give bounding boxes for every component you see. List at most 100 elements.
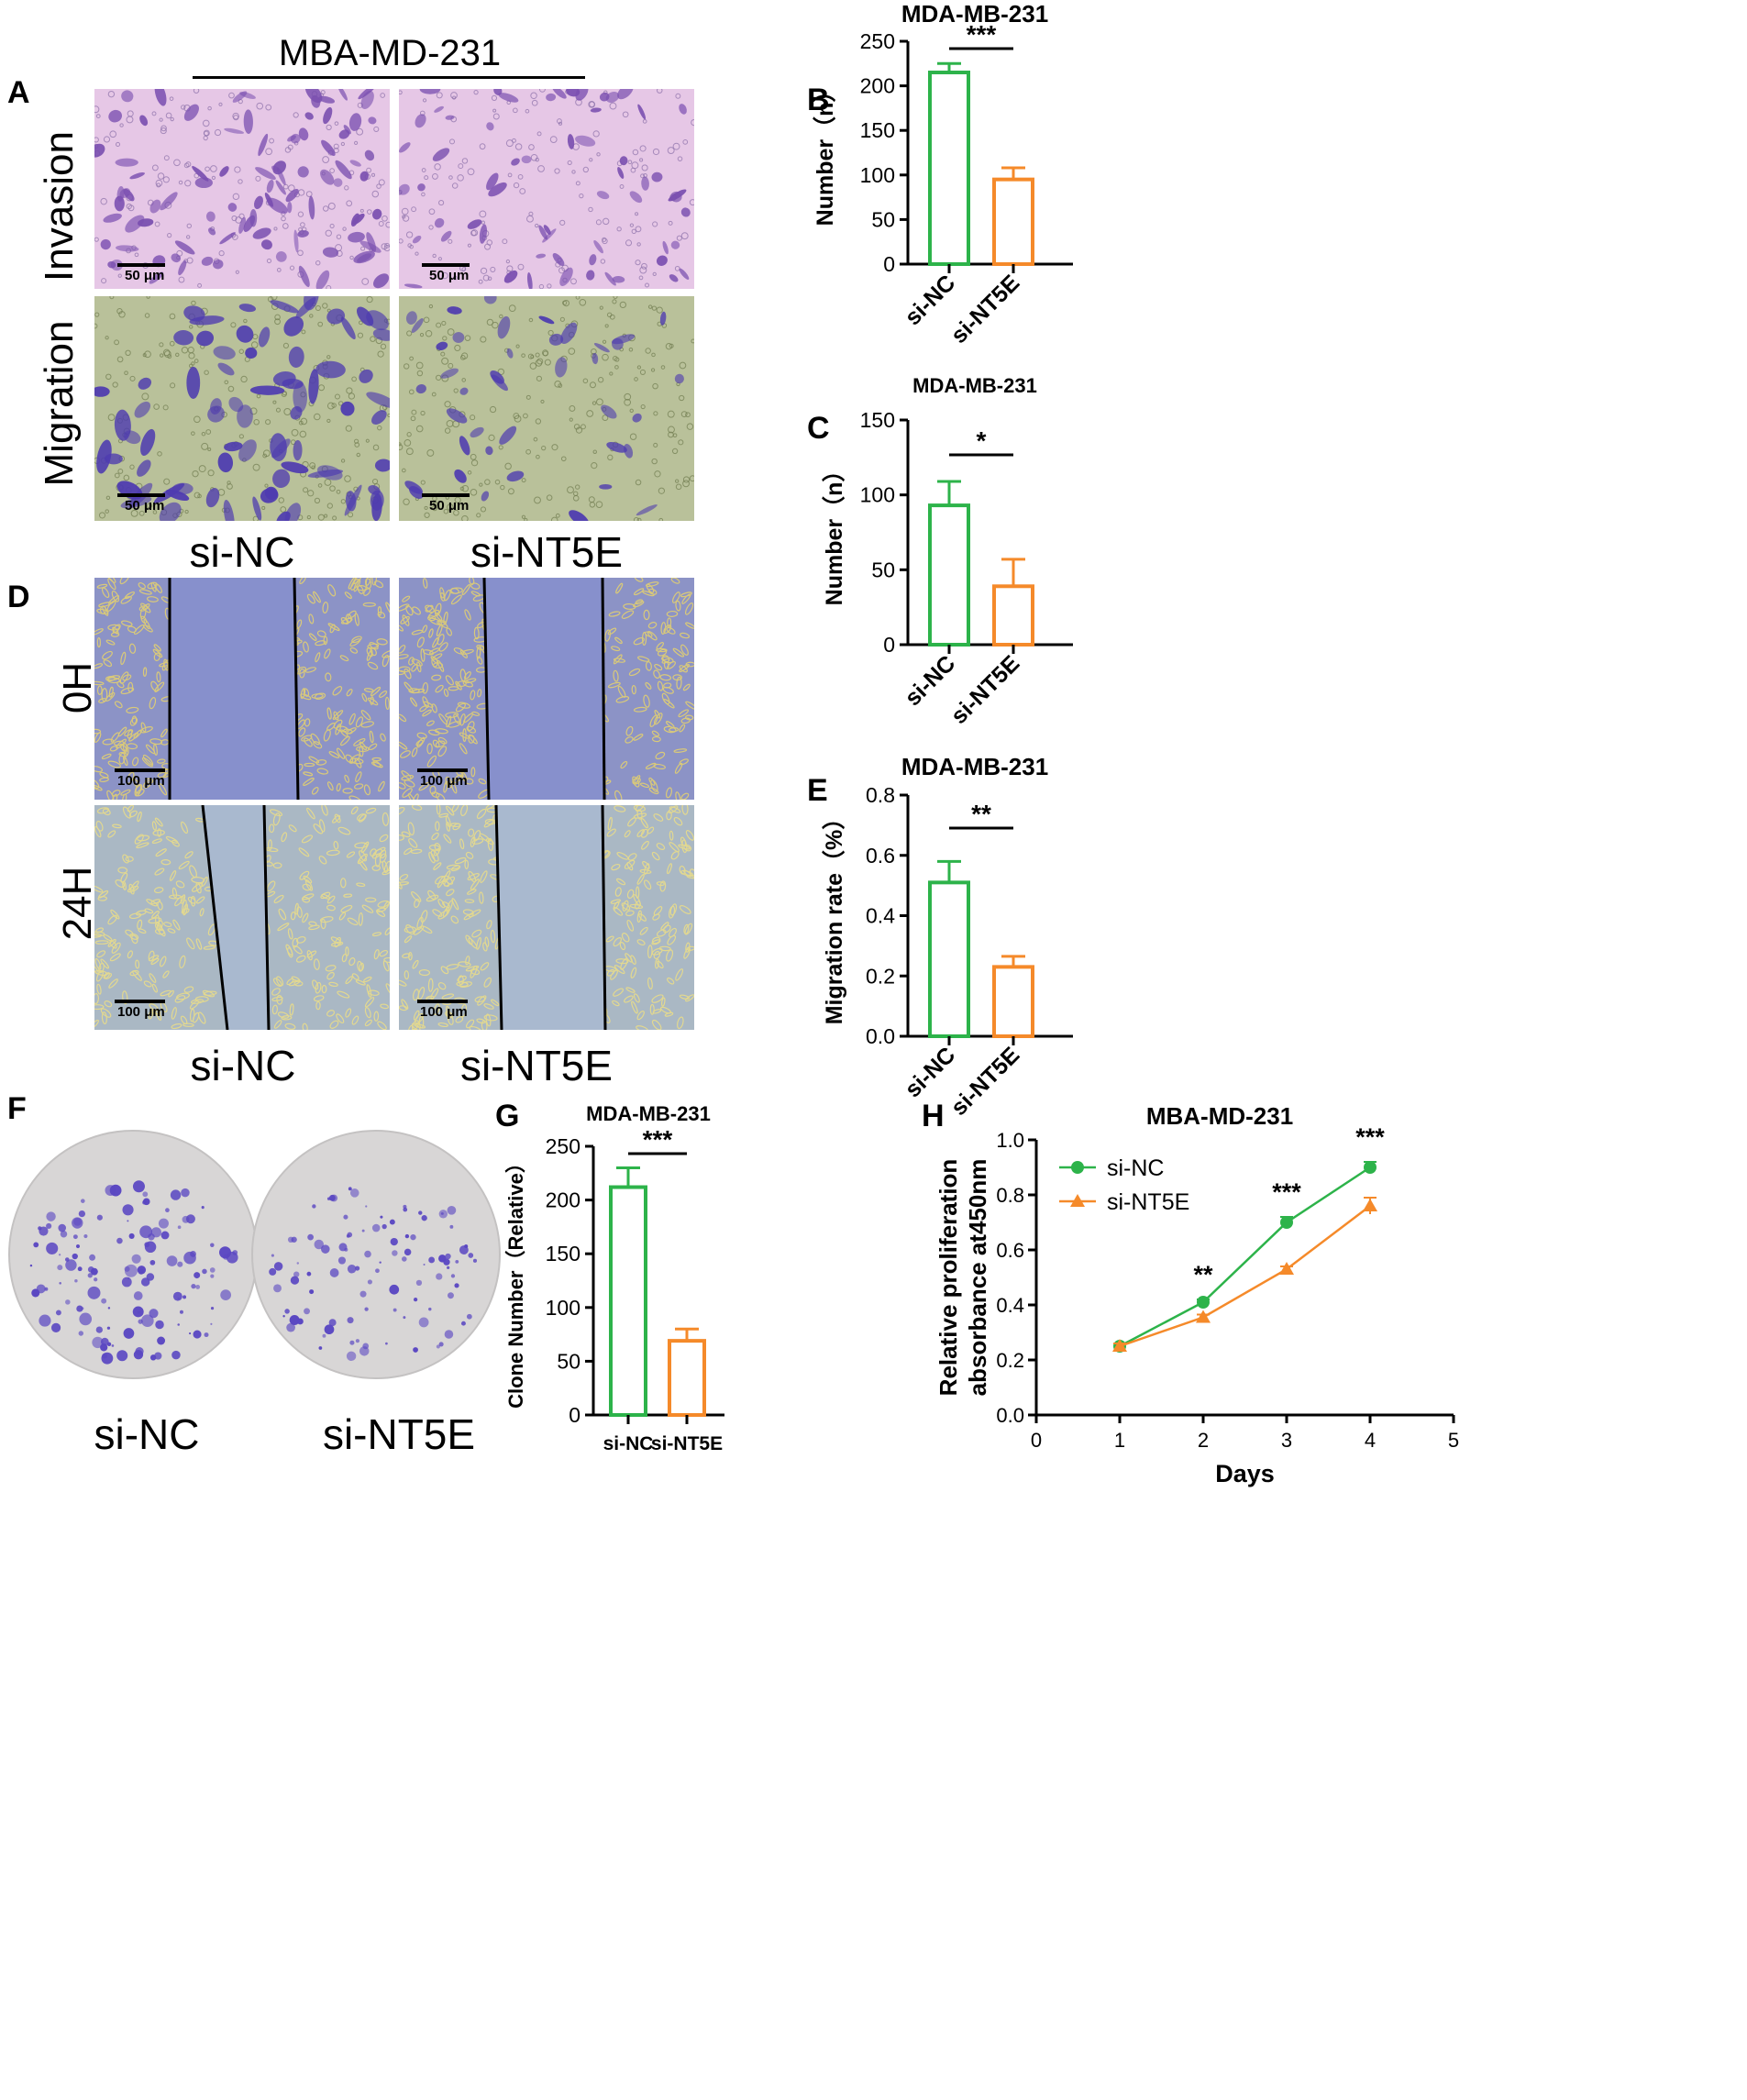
pore-dot — [411, 409, 417, 415]
pore-dot — [567, 160, 572, 166]
pore-dot — [211, 175, 216, 181]
cell — [636, 1011, 645, 1021]
cell — [460, 805, 469, 817]
colony — [72, 1234, 78, 1240]
colony — [314, 1239, 325, 1250]
cell — [107, 578, 116, 591]
cell — [402, 953, 411, 959]
cell — [466, 889, 477, 895]
cell — [437, 875, 446, 889]
pore-dot — [198, 465, 206, 473]
cell — [355, 716, 364, 728]
pore-dot — [651, 458, 658, 465]
cell — [439, 587, 445, 599]
pore-dot — [633, 517, 639, 521]
panel-letter: E — [807, 773, 828, 808]
cell — [469, 578, 475, 586]
pore-dot — [377, 350, 384, 358]
colony — [436, 1344, 440, 1349]
pore-dot — [282, 183, 289, 190]
cell — [670, 851, 680, 860]
cell — [644, 863, 650, 875]
x-tick-label: si-NC — [900, 270, 960, 330]
stained-cell — [266, 179, 274, 193]
pore-dot — [674, 479, 680, 483]
cell — [349, 757, 364, 765]
cell — [410, 697, 418, 707]
colony — [111, 1344, 115, 1347]
cell — [614, 636, 623, 645]
stained-cell — [321, 139, 336, 157]
pore-dot — [103, 136, 111, 143]
stained-cell — [543, 225, 551, 235]
cell — [681, 593, 691, 604]
pore-dot — [419, 333, 425, 337]
cell — [197, 1011, 206, 1024]
y-tick-label: 250 — [546, 1134, 580, 1158]
cell — [160, 989, 171, 997]
colony — [428, 1256, 436, 1264]
significance-label: * — [977, 426, 987, 455]
cell — [306, 807, 315, 820]
pore-dot — [274, 314, 281, 321]
pore-dot — [344, 185, 349, 191]
cell — [120, 620, 133, 627]
stained-cell — [651, 171, 663, 182]
y-axis-label: Number（n） — [821, 459, 847, 606]
cell — [473, 626, 480, 640]
pore-dot — [438, 200, 445, 206]
stained-cell — [604, 271, 616, 286]
cell — [268, 839, 272, 851]
cell — [446, 889, 455, 897]
pore-dot — [105, 495, 111, 501]
colony — [410, 1233, 416, 1241]
cell — [333, 719, 343, 729]
cell — [349, 638, 361, 647]
pore-dot — [635, 226, 642, 233]
pore-dot — [420, 410, 426, 416]
cell — [354, 842, 368, 849]
pore-dot — [636, 242, 641, 247]
cell — [654, 713, 663, 725]
colony — [89, 1254, 96, 1261]
cell — [94, 779, 100, 790]
colony — [392, 1250, 398, 1256]
stained-cell — [258, 133, 269, 157]
pore-dot — [640, 403, 646, 410]
pore-dot — [507, 488, 514, 495]
cell — [99, 771, 109, 779]
cell — [473, 830, 481, 842]
pore-dot — [602, 353, 609, 361]
cell — [676, 676, 682, 690]
pore-dot — [691, 338, 694, 344]
stained-cell — [271, 438, 291, 459]
cell — [625, 953, 633, 963]
bar — [992, 965, 1034, 1038]
colony — [148, 1233, 155, 1241]
cell — [426, 720, 435, 726]
cell — [361, 904, 374, 913]
cell — [634, 901, 641, 910]
cell — [641, 632, 647, 647]
pore-dot — [652, 221, 658, 227]
cell — [101, 688, 108, 702]
cell — [404, 779, 415, 788]
cell — [631, 1000, 638, 1014]
cell — [420, 910, 428, 923]
pore-dot — [416, 370, 424, 377]
pore-dot — [404, 439, 412, 447]
stained-cell — [114, 195, 125, 212]
colony — [322, 1333, 326, 1338]
cell — [182, 903, 189, 916]
colony — [379, 1261, 381, 1264]
stained-cell — [497, 315, 511, 339]
pore-dot — [151, 164, 159, 171]
cell — [465, 934, 473, 945]
cell — [102, 738, 115, 746]
colony — [109, 1184, 122, 1197]
stained-cell — [488, 182, 507, 197]
cell — [670, 578, 680, 584]
pore-dot — [356, 452, 360, 458]
cell — [377, 1021, 387, 1030]
cell — [293, 945, 303, 955]
